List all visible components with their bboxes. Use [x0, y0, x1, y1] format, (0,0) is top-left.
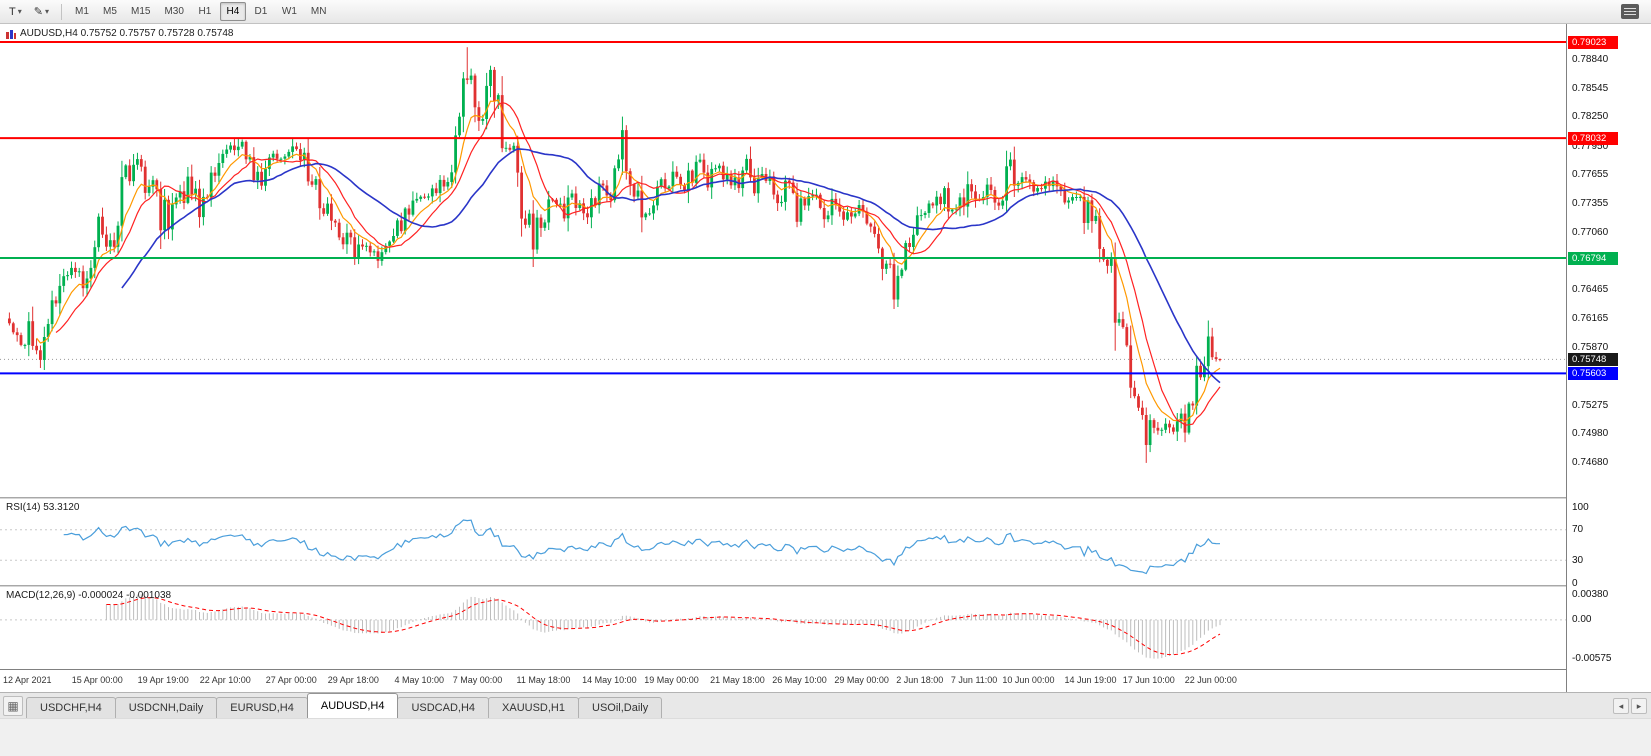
price-axis-label: 0.76465: [1572, 284, 1609, 296]
candlestick-chart[interactable]: [0, 24, 1566, 497]
timeframe-button-m15[interactable]: M15: [130, 6, 151, 17]
time-axis-label: 27 Apr 00:00: [265, 675, 317, 685]
timeframe-button-group: M1 M5 M15 M30 H1 H4 D1 W1 MN: [69, 2, 332, 21]
chart-tabs: USDCHF,H4 USDCNH,Daily EURUSD,H4 AUDUSD,H4 U…: [26, 693, 663, 718]
timeframe-button-m5[interactable]: M5: [103, 6, 117, 17]
tab-usoil-daily[interactable]: USOil,Daily: [578, 697, 663, 718]
macd-chart[interactable]: [0, 587, 1566, 669]
text-tool-icon: T: [9, 5, 16, 18]
status-strip: [0, 718, 1651, 756]
price-axis-label: 0.75275: [1572, 399, 1609, 411]
time-axis-label: 7 May 00:00: [452, 675, 503, 685]
tab-scroll-buttons: ◂ ▸: [1613, 698, 1647, 714]
rsi-axis-label: 30: [1572, 554, 1584, 566]
macd-label: MACD(12,26,9) -0.000024 -0.001038: [6, 590, 172, 601]
draw-tool-icon: ✎: [33, 6, 43, 18]
price-axis-label: 0.74980: [1572, 428, 1609, 440]
rsi-axis-label: 70: [1572, 524, 1584, 536]
time-axis-label: 26 May 10:00: [772, 675, 827, 685]
rsi-axis-label: 100: [1572, 501, 1589, 513]
panel-list-icon[interactable]: [1621, 4, 1639, 19]
tab-audusd-h4[interactable]: AUDUSD,H4: [306, 693, 399, 718]
current-price-tag: 0.75748: [1568, 352, 1618, 366]
macd-axis-label: 0.00: [1572, 614, 1592, 626]
time-axis-label: 29 Apr 18:00: [327, 675, 379, 685]
macd-axis-label: -0.00575: [1572, 653, 1612, 665]
timeframe-button-m1[interactable]: M1: [75, 6, 89, 17]
scroll-right-icon[interactable]: ▸: [1631, 698, 1647, 714]
panel-splitter[interactable]: [0, 585, 1651, 587]
timeframe-button-m30[interactable]: M30: [164, 6, 184, 17]
time-axis-label: 12 Apr 2021: [3, 675, 52, 685]
time-axis-label: 2 Jun 18:00: [896, 675, 944, 685]
time-axis-label: 4 May 10:00: [394, 675, 445, 685]
rsi-panel[interactable]: RSI(14) 53.3120: [0, 499, 1566, 585]
time-axis-label: 15 Apr 00:00: [71, 675, 123, 685]
timeframe-button-mn[interactable]: MN: [310, 6, 327, 17]
chart-area: AUDUSD,H4 0.75752 0.75757 0.75728 0.7574…: [0, 24, 1651, 692]
price-axis-label: 0.77655: [1572, 169, 1609, 181]
tab-usdchf-h4[interactable]: USDCHF,H4: [26, 697, 116, 718]
time-axis-label: 21 May 18:00: [710, 675, 765, 685]
time-axis-label: 14 May 10:00: [582, 675, 637, 685]
time-axis: 12 Apr 2021 15 Apr 00:00 19 Apr 19:00 22 Ap…: [0, 669, 1566, 692]
time-axis-label: 14 Jun 19:00: [1064, 675, 1117, 685]
timeframe-button-h1[interactable]: H1: [198, 6, 212, 17]
price-axis-label: 0.77355: [1572, 198, 1609, 210]
price-axis-label: 0.75870: [1572, 342, 1609, 354]
price-axis-label: 0.78250: [1572, 111, 1609, 123]
draw-tool-button[interactable]: ✎ ▾: [29, 2, 54, 22]
text-tool-button[interactable]: T ▾: [4, 2, 27, 22]
rsi-chart[interactable]: [0, 499, 1566, 585]
chart-tabbar: ▦ USDCHF,H4 USDCNH,Daily EURUSD,H4 AUDUSD,H…: [0, 692, 1651, 718]
hline-price-tag: 0.75603: [1568, 366, 1618, 380]
panel-splitter[interactable]: [0, 497, 1651, 499]
price-chart-plot[interactable]: AUDUSD,H4 0.75752 0.75757 0.75728 0.7574…: [0, 24, 1566, 497]
price-axis-label: 0.76165: [1572, 313, 1609, 325]
chevron-down-icon: ▾: [17, 7, 22, 16]
time-axis-label: 19 Apr 19:00: [137, 675, 189, 685]
price-axis-label: 0.77060: [1572, 226, 1609, 238]
rsi-label: RSI(14) 53.3120: [6, 502, 80, 513]
price-axis: 0.78840 0.78545 0.78250 0.77950 0.77655 0.773…: [1566, 24, 1651, 692]
price-axis-label: 0.78840: [1572, 54, 1609, 66]
price-axis-label: 0.77950: [1572, 140, 1609, 152]
tab-eurusd-h4[interactable]: EURUSD,H4: [216, 697, 308, 718]
chevron-down-icon: ▾: [44, 7, 49, 16]
timeframe-button-w1[interactable]: W1: [281, 6, 297, 17]
time-axis-label: 29 May 00:00: [834, 675, 889, 685]
time-axis-label: 17 Jun 10:00: [1122, 675, 1175, 685]
time-axis-label: 11 May 18:00: [516, 675, 571, 685]
rsi-axis-label: 0: [1572, 577, 1578, 589]
chart-title: AUDUSD,H4 0.75752 0.75757 0.75728 0.7574…: [6, 28, 234, 39]
scroll-left-icon[interactable]: ◂: [1613, 698, 1629, 714]
tab-usdcnh-daily[interactable]: USDCNH,Daily: [114, 697, 218, 718]
time-axis-label: 22 Jun 00:00: [1184, 675, 1237, 685]
hline-price-tag: 0.79023: [1568, 35, 1618, 49]
chart-symbol-icon: [6, 29, 16, 39]
hline-price-tag: 0.76794: [1568, 251, 1618, 265]
price-axis-label: 0.74680: [1572, 457, 1609, 469]
chart-title-text: AUDUSD,H4 0.75752 0.75757 0.75728 0.7574…: [20, 28, 234, 39]
time-axis-label: 22 Apr 10:00: [199, 675, 251, 685]
time-axis-label: 7 Jun 11:00: [950, 675, 998, 685]
macd-panel[interactable]: MACD(12,26,9) -0.000024 -0.001038: [0, 587, 1566, 669]
hline-price-tag: 0.78032: [1568, 131, 1618, 145]
window-list-icon[interactable]: ▦: [3, 696, 23, 716]
toolbar-separator: [60, 3, 62, 20]
top-toolbar: T ▾ ✎ ▾ M1 M5 M15 M30 H1 H4 D1 W1 MN: [0, 0, 1651, 24]
time-axis-label: 10 Jun 00:00: [1002, 675, 1055, 685]
price-axis-label: 0.78545: [1572, 82, 1609, 94]
tab-xauusd-h1[interactable]: XAUUSD,H1: [488, 697, 579, 718]
tab-usdcad-h4[interactable]: USDCAD,H4: [397, 697, 490, 718]
time-axis-label: 19 May 00:00: [644, 675, 699, 685]
timeframe-button-d1[interactable]: D1: [254, 6, 268, 17]
timeframe-button-h4[interactable]: H4: [219, 2, 246, 21]
macd-axis-label: 0.00380: [1572, 588, 1609, 600]
